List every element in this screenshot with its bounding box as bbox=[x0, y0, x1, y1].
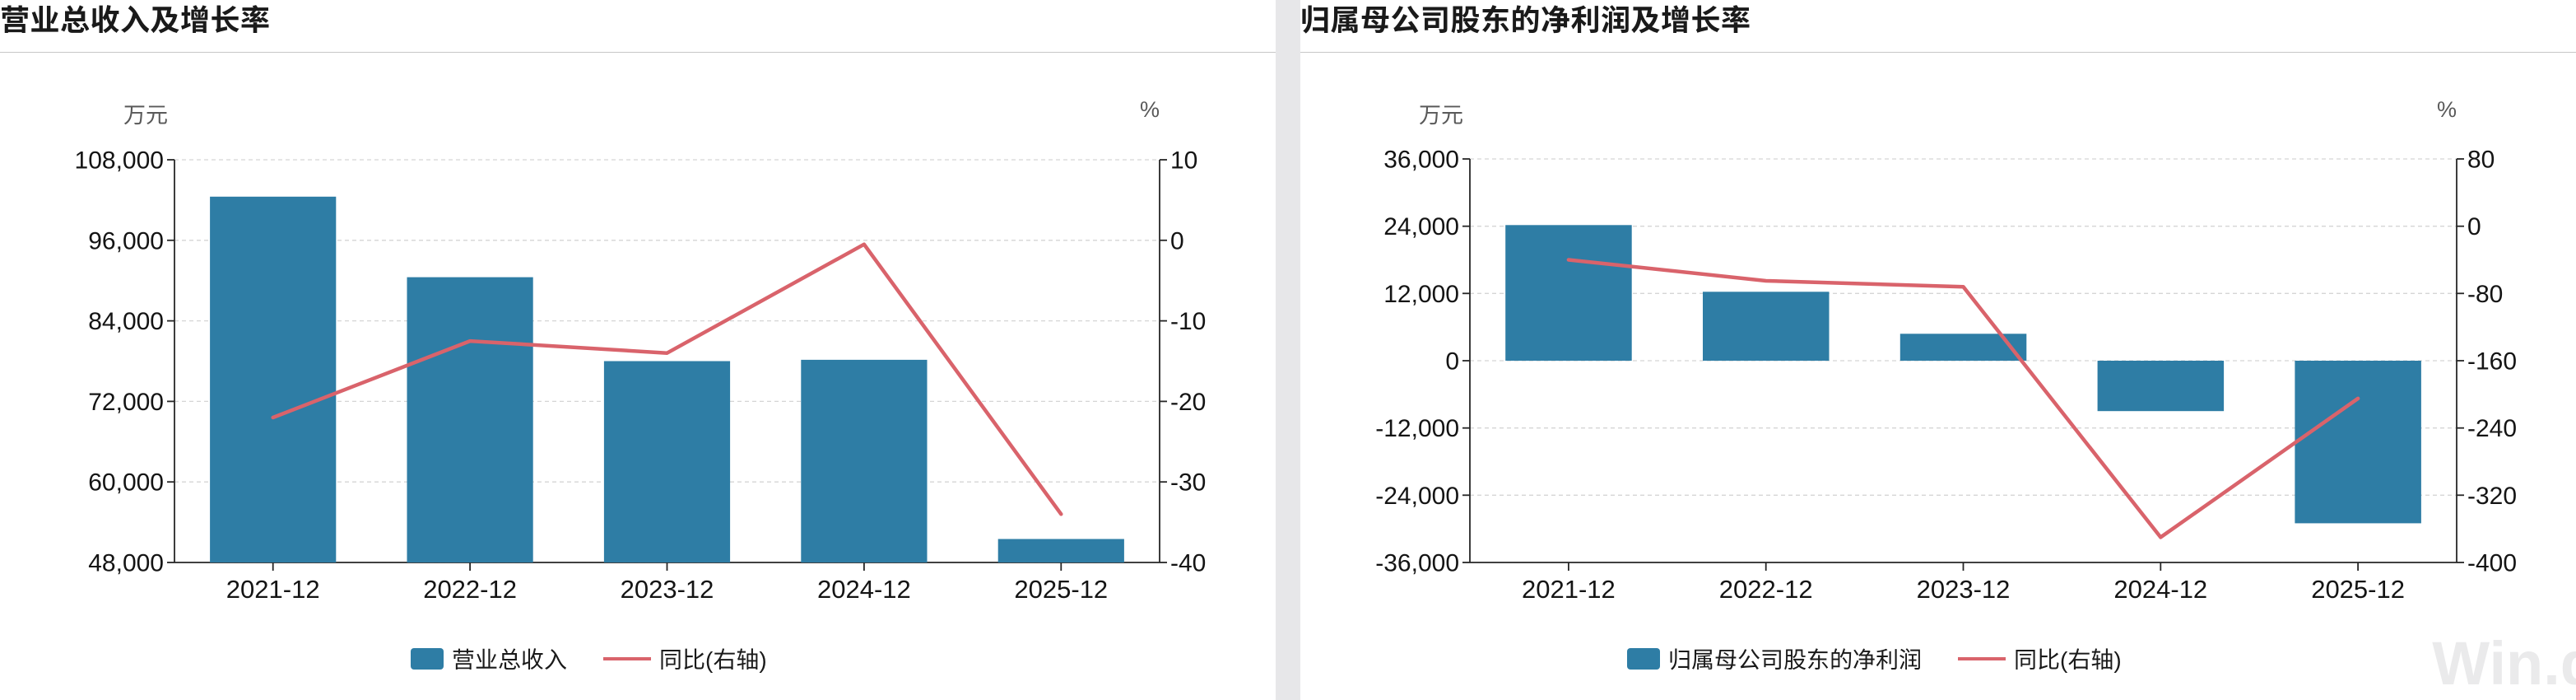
svg-text:-36,000: -36,000 bbox=[1375, 550, 1459, 577]
svg-text:2023-12: 2023-12 bbox=[621, 575, 714, 604]
svg-text:80: 80 bbox=[2467, 147, 2495, 174]
svg-text:2023-12: 2023-12 bbox=[1917, 575, 2011, 604]
svg-text:60,000: 60,000 bbox=[88, 469, 164, 497]
svg-text:-20: -20 bbox=[1170, 389, 1206, 416]
svg-text:-400: -400 bbox=[2467, 550, 2517, 577]
svg-text:10: 10 bbox=[1170, 147, 1197, 175]
svg-text:-240: -240 bbox=[2467, 415, 2517, 442]
svg-text:-160: -160 bbox=[2467, 348, 2517, 376]
svg-text:96,000: 96,000 bbox=[88, 227, 164, 254]
svg-text:-40: -40 bbox=[1170, 550, 1206, 577]
svg-text:0: 0 bbox=[1445, 348, 1459, 376]
svg-text:0: 0 bbox=[2467, 213, 2481, 240]
svg-text:-10: -10 bbox=[1170, 308, 1206, 335]
svg-text:24,000: 24,000 bbox=[1383, 213, 1459, 240]
svg-text:2022-12: 2022-12 bbox=[423, 575, 517, 604]
svg-text:0: 0 bbox=[1170, 227, 1184, 254]
svg-text:-30: -30 bbox=[1170, 469, 1206, 497]
svg-text:-320: -320 bbox=[2467, 483, 2517, 510]
svg-text:12,000: 12,000 bbox=[1383, 281, 1459, 308]
svg-text:36,000: 36,000 bbox=[1383, 147, 1459, 174]
svg-text:-80: -80 bbox=[2467, 281, 2503, 308]
svg-text:2024-12: 2024-12 bbox=[2113, 575, 2207, 604]
svg-text:2025-12: 2025-12 bbox=[1014, 575, 1108, 604]
svg-text:2025-12: 2025-12 bbox=[2311, 575, 2405, 604]
svg-text:108,000: 108,000 bbox=[75, 147, 164, 175]
svg-text:2021-12: 2021-12 bbox=[226, 575, 320, 604]
svg-text:72,000: 72,000 bbox=[88, 389, 164, 416]
svg-text:2021-12: 2021-12 bbox=[1522, 575, 1616, 604]
svg-text:2022-12: 2022-12 bbox=[1719, 575, 1813, 604]
svg-text:-24,000: -24,000 bbox=[1375, 483, 1459, 510]
svg-text:48,000: 48,000 bbox=[88, 550, 164, 577]
svg-text:-12,000: -12,000 bbox=[1375, 415, 1459, 442]
svg-text:84,000: 84,000 bbox=[88, 308, 164, 335]
svg-text:2024-12: 2024-12 bbox=[817, 575, 911, 604]
